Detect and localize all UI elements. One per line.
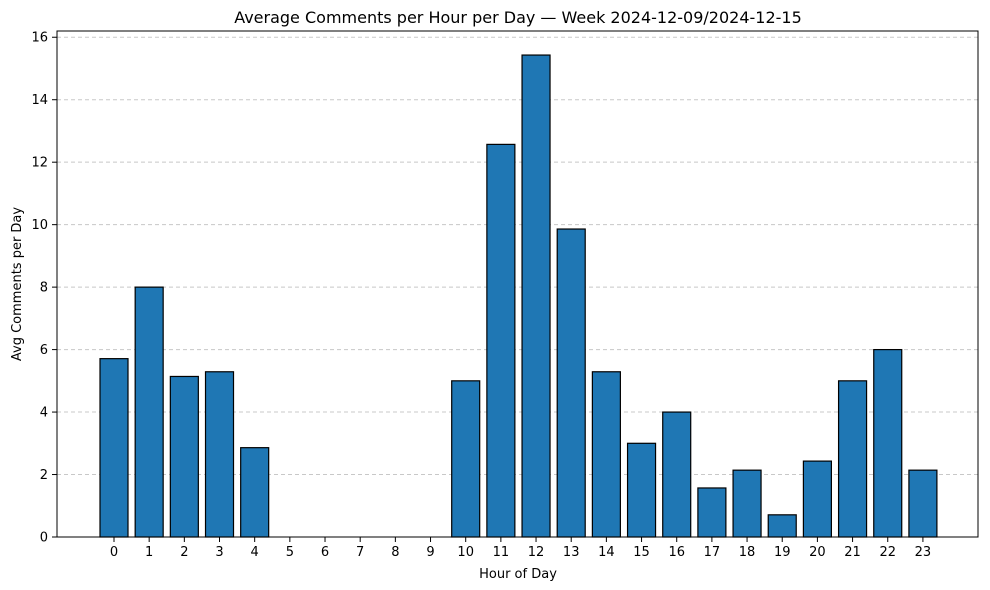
bar-hour-18	[732, 469, 762, 538]
bar-hour-21	[837, 380, 868, 538]
bar-hour-17	[697, 487, 727, 538]
x-tick-label: 19	[774, 545, 791, 560]
x-tick-label: 2	[180, 545, 188, 560]
x-tick-label: 9	[426, 545, 434, 560]
bar-hour-20	[802, 460, 833, 538]
y-tick-label: 14	[31, 93, 48, 108]
bar-hour-15	[626, 442, 657, 538]
bar-hour-22	[873, 348, 903, 538]
bar-hour-10	[451, 380, 481, 538]
x-axis-label: Hour of Day	[479, 567, 557, 582]
x-tick-label: 0	[110, 545, 118, 560]
y-tick-label: 8	[40, 281, 48, 296]
x-tick-label: 20	[809, 545, 826, 560]
y-tick-label: 16	[31, 31, 48, 46]
chart-title: Average Comments per Hour per Day — Week…	[234, 8, 802, 27]
x-tick-label: 23	[915, 545, 932, 560]
x-tick-label: 18	[739, 545, 756, 560]
x-tick-label: 7	[356, 545, 364, 560]
y-tick-label: 10	[31, 218, 48, 233]
bar-hour-12	[521, 54, 551, 538]
bar-hour-11	[486, 143, 516, 538]
x-tick-label: 4	[251, 545, 259, 560]
x-tick-label: 13	[563, 545, 580, 560]
x-tick-label: 5	[286, 545, 294, 560]
bars	[99, 54, 938, 538]
y-tick-label: 12	[31, 156, 48, 171]
bar-hour-1	[134, 286, 164, 538]
bar-hour-2	[169, 375, 199, 538]
y-tick-label: 2	[40, 468, 48, 483]
x-tick-label: 17	[704, 545, 721, 560]
x-tick-label: 11	[493, 545, 510, 560]
x-tick-label: 12	[528, 545, 545, 560]
x-tick-label: 22	[879, 545, 896, 560]
bar-hour-13	[556, 228, 586, 538]
x-tick-label: 3	[215, 545, 223, 560]
x-tick-label: 15	[633, 545, 650, 560]
bar-hour-19	[767, 514, 797, 538]
x-tick-label: 1	[145, 545, 153, 560]
x-tick-label: 14	[598, 545, 615, 560]
bar-hour-0	[99, 358, 129, 538]
plot-frame	[56, 30, 979, 538]
y-tick-label: 6	[40, 343, 48, 358]
bar-hour-4	[240, 447, 270, 538]
y-tick-label: 0	[40, 531, 48, 546]
y-axis-label: Avg Comments per Day	[10, 207, 25, 362]
x-tick-label: 6	[321, 545, 329, 560]
x-tick-label: 8	[391, 545, 399, 560]
bar-hour-23	[908, 469, 938, 538]
x-tick-label: 21	[844, 545, 861, 560]
x-tick-label: 10	[457, 545, 474, 560]
bar-hour-14	[591, 371, 621, 538]
bar-hour-16	[662, 411, 692, 538]
bar-hour-3	[204, 371, 235, 538]
y-tick-label: 4	[40, 406, 48, 421]
x-tick-label: 16	[668, 545, 685, 560]
